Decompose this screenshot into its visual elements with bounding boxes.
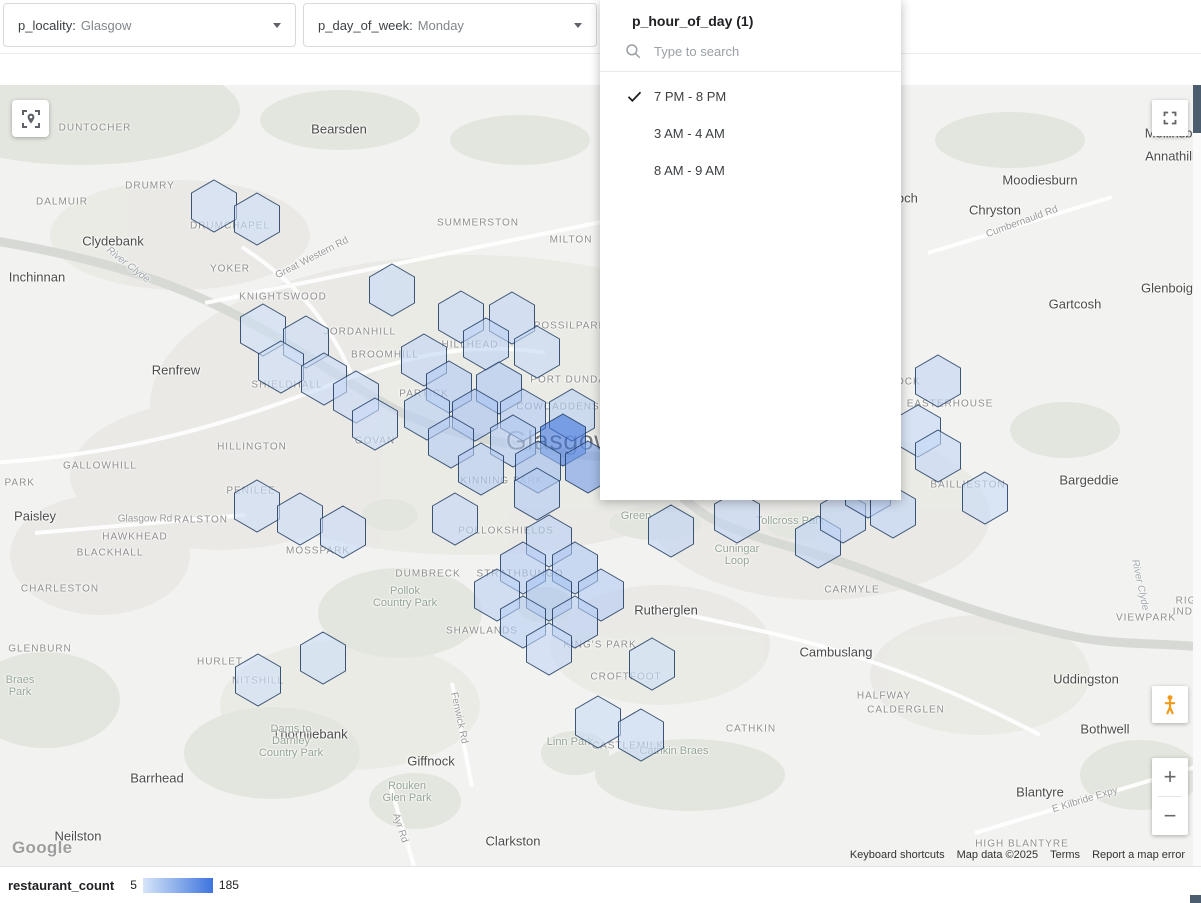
hex-bin[interactable] bbox=[915, 354, 961, 408]
legend-metric-label: restaurant_count bbox=[8, 877, 115, 893]
day-of-week-filter-label: p_day_of_week: bbox=[318, 17, 413, 33]
day-of-week-filter-value: Monday bbox=[417, 17, 464, 33]
search-row bbox=[600, 33, 901, 72]
hex-bin[interactable] bbox=[432, 492, 478, 546]
legend-gradient bbox=[142, 877, 213, 893]
hex-bin[interactable] bbox=[514, 467, 560, 521]
hex-bin[interactable] bbox=[575, 695, 621, 749]
hex-layer bbox=[191, 179, 1008, 762]
hour-filter-title: p_hour_of_day (1) bbox=[632, 13, 754, 29]
fullscreen-button[interactable] bbox=[1152, 100, 1188, 136]
hex-bin[interactable] bbox=[514, 325, 560, 379]
zoom-divider bbox=[1158, 796, 1182, 797]
hex-bin[interactable] bbox=[648, 504, 694, 558]
hex-bin[interactable] bbox=[458, 442, 504, 496]
hour-option-label: 7 PM - 8 PM bbox=[654, 89, 727, 104]
search-input[interactable] bbox=[652, 42, 866, 60]
legend-min-value: 5 bbox=[130, 878, 137, 892]
map-canvas[interactable]: GlasgowClydebankBearsdenInchinnanRenfrew… bbox=[0, 85, 1193, 866]
hour-option-label: 8 AM - 9 AM bbox=[654, 163, 725, 178]
hex-bin[interactable] bbox=[962, 471, 1008, 525]
hex-bin[interactable] bbox=[714, 490, 760, 544]
hex-bin[interactable] bbox=[191, 179, 237, 233]
hex-bin[interactable] bbox=[235, 653, 281, 707]
hex-bin[interactable] bbox=[320, 505, 366, 559]
terms-link[interactable]: Terms bbox=[1050, 849, 1081, 861]
zoom-in-button[interactable]: + bbox=[1163, 764, 1177, 789]
locality-filter-label: p_locality: bbox=[18, 17, 76, 33]
keyboard-shortcuts-link[interactable]: Keyboard shortcuts bbox=[849, 849, 945, 861]
hex-bin[interactable] bbox=[369, 263, 415, 317]
hex-bin[interactable] bbox=[526, 622, 572, 676]
hour-option[interactable]: 3 AM - 4 AM bbox=[600, 115, 901, 152]
hex-bin[interactable] bbox=[618, 708, 664, 762]
hex-bin[interactable] bbox=[300, 631, 346, 685]
fullscreen-icon bbox=[1163, 111, 1177, 125]
locality-filter-value: Glasgow bbox=[80, 17, 132, 33]
map-pin-target-icon bbox=[21, 109, 40, 128]
hex-bin[interactable] bbox=[629, 637, 675, 691]
google-logo[interactable]: Google bbox=[12, 838, 73, 857]
pegman-button[interactable] bbox=[1152, 686, 1188, 723]
map-attribution: Keyboard shortcuts Map data ©2025 Terms … bbox=[850, 849, 1185, 861]
check-icon bbox=[626, 88, 654, 105]
zoom-out-button[interactable]: − bbox=[1163, 803, 1177, 828]
vertical-scrollbar-track[interactable] bbox=[1193, 85, 1201, 866]
chevron-down-icon bbox=[574, 22, 582, 28]
hex-bin[interactable] bbox=[234, 192, 280, 246]
pegman-icon bbox=[1164, 694, 1176, 714]
recenter-button[interactable] bbox=[12, 100, 49, 137]
hex-bin[interactable] bbox=[234, 479, 280, 533]
hour-of-day-dropdown-panel: p_hour_of_day (1) 7 PM - 8 PM 3 AM - 4 AM… bbox=[600, 0, 901, 500]
locality-filter-chip[interactable]: p_locality: Glasgow bbox=[3, 3, 296, 47]
horizontal-scrollbar-thumb[interactable] bbox=[1190, 895, 1201, 903]
zoom-control: + − bbox=[1152, 758, 1188, 835]
hour-options-list: 7 PM - 8 PM 3 AM - 4 AM 8 AM - 9 AM bbox=[600, 72, 901, 500]
hex-bin[interactable] bbox=[915, 429, 961, 483]
legend-bar: restaurant_count 5 185 bbox=[0, 866, 1201, 903]
map-data-copyright: Map data ©2025 bbox=[956, 849, 1039, 861]
hour-option-label: 3 AM - 4 AM bbox=[654, 126, 725, 141]
hex-bin[interactable] bbox=[258, 340, 304, 394]
day-of-week-filter-chip[interactable]: p_day_of_week: Monday bbox=[303, 3, 597, 47]
search-icon bbox=[626, 44, 641, 59]
hex-bin[interactable] bbox=[352, 397, 398, 451]
hex-bin[interactable] bbox=[277, 492, 323, 546]
hour-option[interactable]: 8 AM - 9 AM bbox=[600, 152, 901, 189]
report-map-error-link[interactable]: Report a map error bbox=[1092, 849, 1185, 861]
vertical-scrollbar-thumb[interactable] bbox=[1193, 85, 1201, 133]
legend-max-value: 185 bbox=[218, 878, 239, 892]
hour-option[interactable]: 7 PM - 8 PM bbox=[600, 78, 901, 115]
chevron-down-icon bbox=[273, 22, 281, 28]
